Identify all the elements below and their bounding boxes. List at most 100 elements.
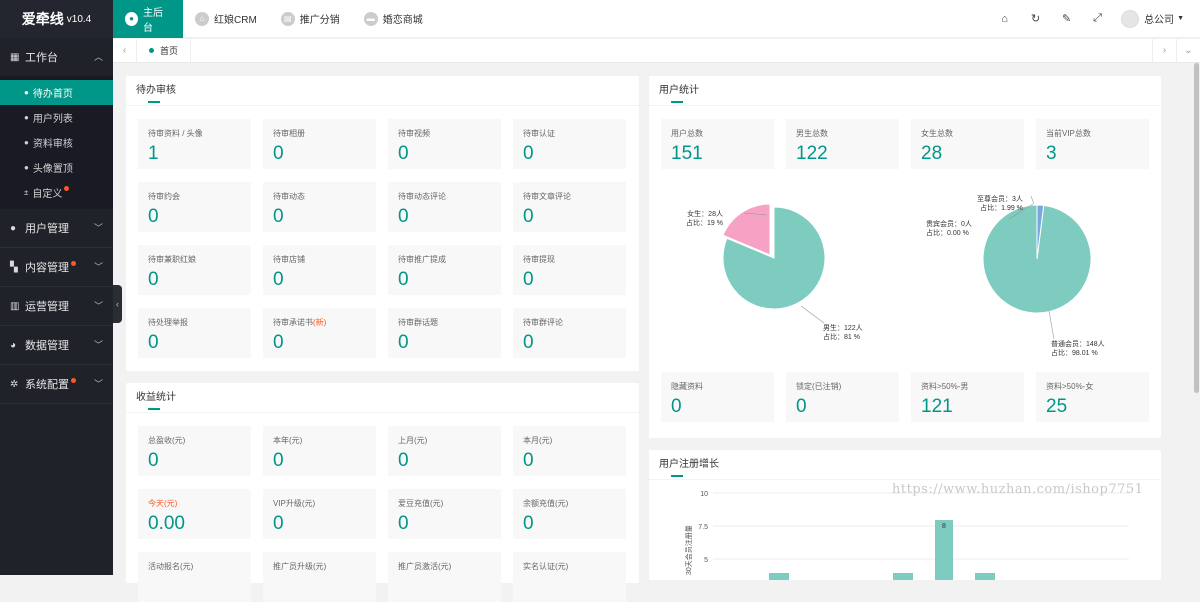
stat-label: 待审动态评论 [398,192,446,201]
stat-cell: 推广员激活(元) [388,552,501,602]
stat-value: 0 [148,332,159,353]
pie-charts [722,195,1092,340]
pie-label-supreme: 至尊会员：3人 占比：1.99 % [977,196,1023,212]
stat-cell: 推广员升级(元) [263,552,376,602]
card-title: 用户注册增长 [649,450,1161,480]
stat-label: 待审群评论 [523,318,563,327]
pie-slice-male [722,206,826,310]
user-menu[interactable]: 总公司 ▼ [1121,9,1184,28]
tab-home[interactable]: 首页 [137,38,192,63]
stat-value: 0 [671,396,682,417]
income-stats-card: 收益统计 总盈收(元) 0 本年(元) 0 上月(元) 0 本月(元) 0 今天(元) 0.00 V… [126,383,639,602]
stat-value: 0 [796,396,807,417]
refresh-icon[interactable]: ↻ [1030,13,1041,25]
grid-icon: ▦ [10,51,20,63]
bar [893,573,913,580]
tab-crm[interactable]: ⌂ 红娘CRM [183,0,269,38]
pie-label-female: 女生：28人 占比：19 % [686,211,723,227]
scrollbar-thumb[interactable] [1194,63,1199,393]
brand-name: 爱牵线 [21,11,64,27]
tab-label: 红娘CRM [214,15,257,26]
stat-label: 本年(元) [273,436,303,445]
theme-icon[interactable]: ✎ [1061,13,1072,25]
stat-label: 男生总数 [796,129,828,138]
stat-cell: 待审店铺 0 [263,245,376,295]
sidebar-item-profile-review[interactable]: ● 资料审核 [0,130,113,155]
stat-cell: VIP升级(元) 0 [263,489,376,539]
stat-value: 0 [398,332,409,353]
bar-peak [935,520,953,580]
tabs-scroll-right[interactable]: › [1152,38,1176,63]
stat-cell: 女生总数 28 [911,119,1024,169]
bar [769,573,789,580]
stat-label: 待审群话题 [398,318,438,327]
stat-label: 本月(元) [523,436,553,445]
stat-value: 0 [273,269,284,290]
stat-label: 待审兼职红娘 [148,255,196,264]
stat-value: 0 [523,332,534,353]
stat-value: 0 [273,206,284,227]
stat-value: 0 [398,450,409,471]
stat-label: 资料>50%-男 [921,382,969,391]
tab-distribution[interactable]: ▤ 推广分销 [269,0,352,38]
active-dot [149,48,154,53]
sidebar-item-todo-home[interactable]: ● 待办首页 [0,80,113,105]
content-icon: ▚ [10,261,18,273]
bar-chart-icon: ▥ [10,300,20,312]
sidebar-item-avatar-pin[interactable]: ● 头像置顶 [0,155,113,180]
sidebar-item-user-list[interactable]: ● 用户列表 [0,105,113,130]
stat-cell: 本月(元) 0 [513,426,626,476]
pie-leader-line [800,305,825,324]
stat-label: 推广员升级(元) [273,562,327,571]
stat-label: 资料>50%-女 [1046,382,1094,391]
stat-cell: 男生总数 122 [786,119,899,169]
nav-data-management[interactable]: ◕ 数据管理 ﹀ [0,326,113,364]
tabs-menu[interactable]: ⌄ [1176,38,1200,63]
stat-cell: 待审兼职红娘 0 [138,245,251,295]
stat-value: 0 [523,206,534,227]
tabs-scroll-left[interactable]: ‹ [113,38,137,63]
stat-cell: 实名认证(元) [513,552,626,602]
chevron-up-icon: ︿ [93,52,103,62]
nav-label: 数据管理 [25,340,69,352]
pie-leader-line [1030,195,1035,205]
nav-content-management[interactable]: ▚ 内容管理 ﹀ [0,248,113,286]
nav-system-config[interactable]: ✲ 系统配置 ﹀ [0,365,113,403]
tab-mall[interactable]: ▬ 婚恋商城 [352,0,435,38]
notification-dot [71,260,76,266]
bar [975,573,995,580]
sidebar-collapse-button[interactable]: ‹ [113,285,122,323]
user-icon: ● [10,222,17,234]
registration-growth-card: 用户注册增长 30天会员注册量 10 7.5 5 8 [649,450,1161,580]
page-scrollbar[interactable] [1193,63,1200,575]
stat-value: 0 [398,513,409,534]
page-tabs-bar: ‹ 首页 › ⌄ [113,38,1200,63]
stat-label: 待审承诺书(新) [273,318,327,327]
stat-label: 锁定(已注销) [796,382,842,391]
home-icon[interactable]: ⌂ [1001,12,1008,25]
sidebar: 爱牵线 v10.4 ▦ 工作台 ︿ ● 待办首页 ● 用户列表 ● 资料审核 ● 头像置… [0,0,113,575]
new-badge: (新) [313,318,327,327]
pie-slice-supreme [1036,204,1045,260]
pie-slice-female [722,203,771,256]
stat-cell: 待审动态评论 0 [388,182,501,232]
brand-logo[interactable]: 爱牵线 v10.4 [0,0,113,38]
nav-workbench[interactable]: ▦ 工作台 ︿ [0,38,113,76]
chevron-left-icon: ‹ [116,299,119,309]
stat-label: 当前VIP总数 [1046,129,1091,138]
nav-operation-management[interactable]: ▥ 运营管理 ﹀ [0,287,113,325]
stat-cell: 待审提现 0 [513,245,626,295]
sidebar-item-custom[interactable]: ± 自定义 [0,180,113,205]
pie-leader-line [743,212,768,216]
fullscreen-icon[interactable]: ⤢ [1093,12,1102,24]
stat-cell: 资料>50%-女 25 [1036,372,1149,422]
sidebar-item-label: 头像置顶 [32,164,73,175]
stat-label: 待审认证 [523,129,555,138]
tab-label: 主后台 [143,7,164,34]
tab-main-backend[interactable]: ● 主后台 [113,0,183,38]
sidebar-item-label: 待办首页 [32,89,73,100]
bullet-icon: ● [24,88,29,97]
nav-label: 运营管理 [25,301,69,313]
stat-label: 待审文章评论 [523,192,571,201]
nav-user-management[interactable]: ● 用户管理 ﹀ [0,209,113,247]
